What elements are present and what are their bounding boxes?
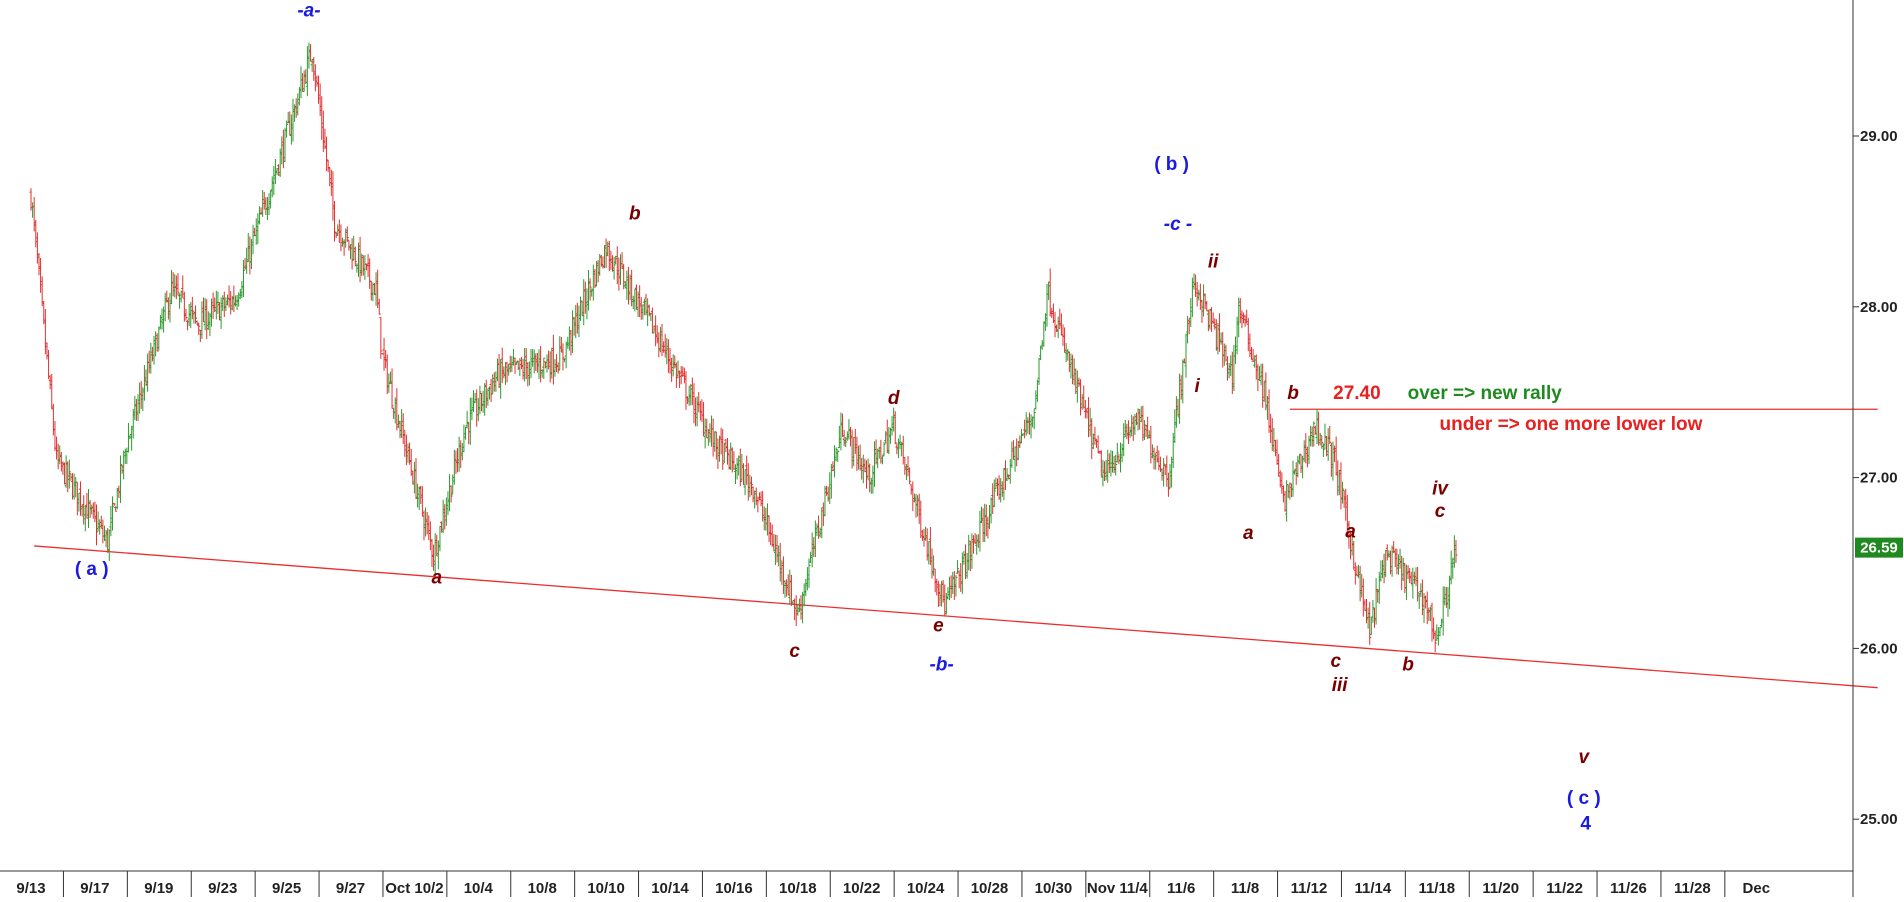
x-tick-label: 11/12 (1291, 880, 1328, 897)
x-tick-label: 10/30 (1035, 880, 1073, 897)
wave-label: 4 (1580, 813, 1591, 834)
wave-label: iv (1432, 479, 1449, 500)
x-tick-label: 10/14 (651, 880, 689, 897)
x-tick-label: 10/4 (464, 880, 494, 897)
wave-label: iii (1332, 675, 1349, 696)
wave-label: ( c ) (1567, 788, 1601, 809)
x-tick-label: 9/17 (80, 880, 109, 897)
x-tick-label: 11/20 (1482, 880, 1519, 897)
x-tick-label: 10/28 (971, 880, 1009, 897)
wave-label: -b- (929, 655, 953, 676)
last-price-label: 26.59 (1860, 540, 1898, 557)
trendline (34, 545, 1878, 689)
wave-label: c (789, 641, 800, 662)
x-tick-label: 11/26 (1610, 880, 1647, 897)
wave-label: a (431, 567, 442, 588)
x-tick-label: 10/22 (843, 880, 881, 897)
x-tick-label: 9/23 (208, 880, 237, 897)
x-tick-label: 9/27 (336, 880, 365, 897)
y-tick-label: 29.00 (1860, 128, 1898, 145)
wave-label: i (1195, 376, 1201, 397)
x-tick-label: Oct 10/2 (385, 880, 443, 897)
x-tick-label: 11/8 (1231, 880, 1259, 897)
wave-label: ii (1208, 252, 1219, 273)
wave-label: b (1287, 383, 1299, 404)
wave-label: -a- (297, 0, 320, 21)
wave-label: b (629, 204, 641, 225)
y-tick-label: 28.00 (1860, 299, 1898, 316)
trendlines (34, 408, 1878, 689)
y-tick-label: 25.00 (1860, 811, 1898, 828)
x-tick-label: Nov 11/4 (1087, 880, 1149, 897)
y-tick-label: 26.00 (1860, 640, 1898, 657)
x-tick-label: 9/19 (144, 880, 173, 897)
wave-label: e (933, 615, 944, 636)
wave-label: d (888, 388, 900, 409)
x-tick-label: 9/25 (272, 880, 301, 897)
wave-label: b (1402, 655, 1414, 676)
x-tick-label: 11/6 (1167, 880, 1195, 897)
wave-label: v (1578, 747, 1590, 768)
wave-label: c (1435, 501, 1446, 522)
y-tick-label: 27.00 (1860, 470, 1898, 487)
x-tick-label: 10/10 (587, 880, 625, 897)
x-tick-label: 11/28 (1674, 880, 1711, 897)
last-price-badge (1855, 537, 1903, 558)
x-tick-label: 11/18 (1418, 880, 1455, 897)
x-tick-label: 10/16 (715, 880, 753, 897)
wave-label: over => new rally (1408, 383, 1563, 404)
price-bars (29, 42, 1458, 653)
x-tick-label: 10/18 (779, 880, 817, 897)
wave-label: ( b ) (1154, 154, 1189, 175)
wave-label: a (1345, 521, 1356, 542)
wave-label: -c - (1164, 214, 1193, 235)
wave-label: a (1243, 523, 1254, 544)
x-tick-label: 9/13 (16, 880, 45, 897)
x-tick-label: 10/24 (907, 880, 945, 897)
wave-label: 27.40 (1333, 383, 1381, 404)
x-tick-label: Dec (1743, 880, 1771, 897)
wave-label: ( a ) (75, 559, 109, 580)
wave-label: c (1331, 651, 1342, 672)
x-tick-label: 10/8 (528, 880, 557, 897)
x-tick-label: 11/14 (1355, 880, 1392, 897)
x-tick-label: 11/22 (1546, 880, 1583, 897)
wave-label: under => one more lower low (1440, 414, 1703, 435)
